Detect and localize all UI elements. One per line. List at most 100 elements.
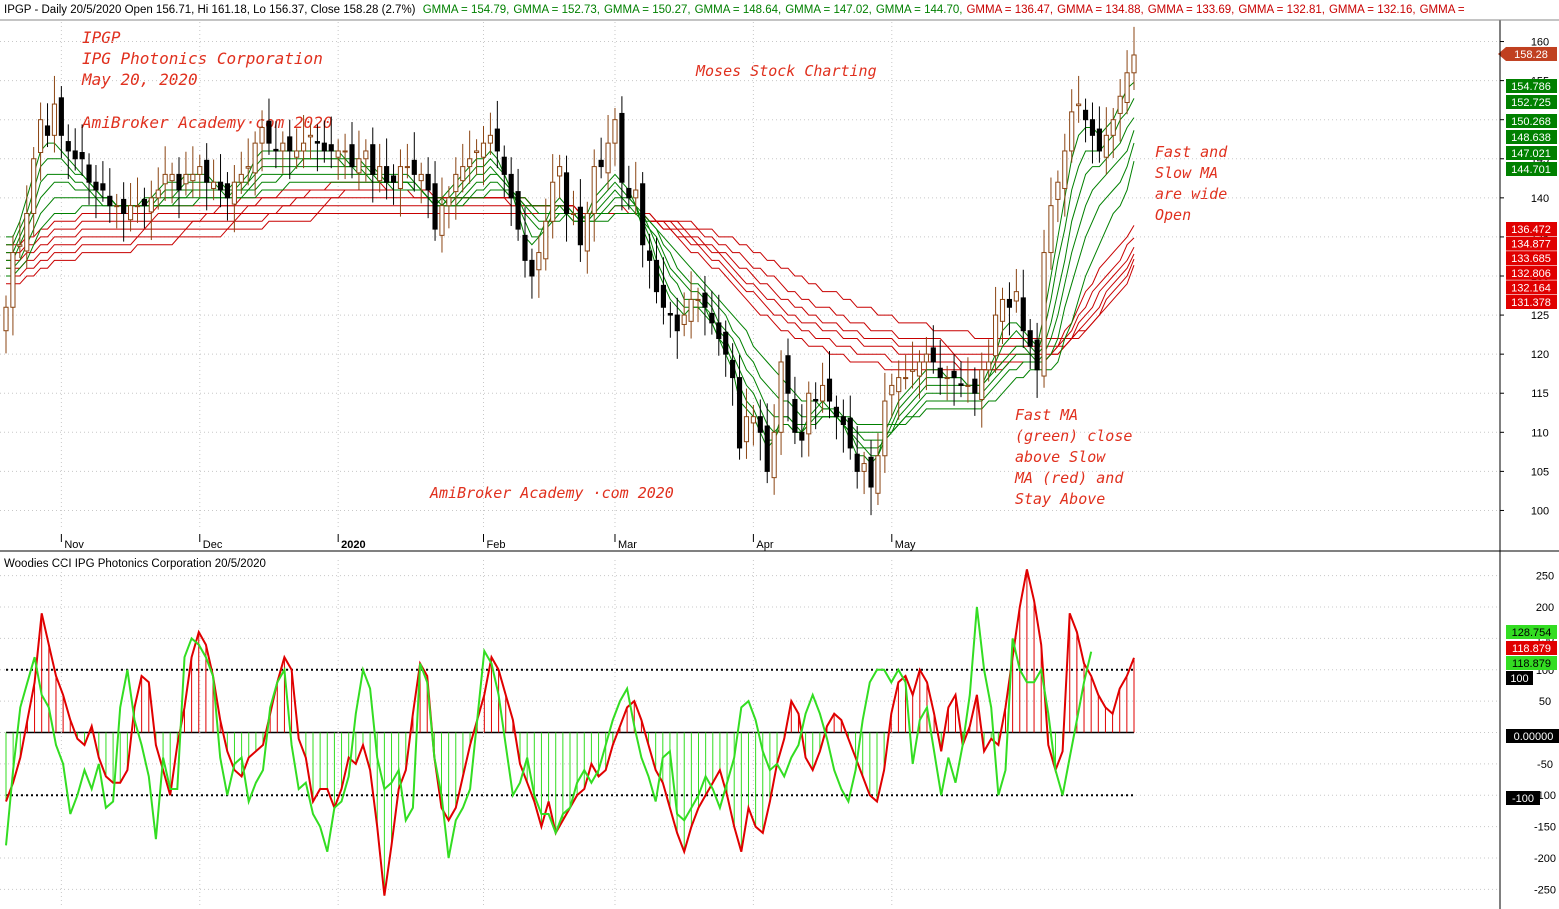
cci-tag-5: -100 <box>1506 791 1540 805</box>
candle-body <box>1055 181 1061 200</box>
candle-body <box>716 322 722 340</box>
candle-body <box>674 314 680 332</box>
annotation-site-bottom: AmiBroker Academy ·com 2020 <box>429 484 674 502</box>
candle-body <box>681 314 687 325</box>
month-axis: Nov Dec 2020 Feb Mar Apr May <box>60 534 916 551</box>
fast-ma-tag-5-label: 144.701 <box>1511 164 1551 176</box>
cci-tick-label: 200 <box>1536 602 1554 614</box>
candle-body <box>695 298 701 301</box>
fast-ma-tag-4-label: 147.021 <box>1511 148 1551 160</box>
price-tick-label: 115 <box>1531 388 1549 400</box>
candle-body <box>107 195 113 207</box>
candle-body <box>259 127 265 144</box>
gmma-value-6: GMMA = 136.47, <box>966 4 1053 16</box>
price-tick-label: 125 <box>1531 310 1549 322</box>
candle-body <box>764 425 770 472</box>
cci-histogram <box>5 569 1135 896</box>
candle-body <box>487 134 493 144</box>
candle-body <box>757 416 763 433</box>
annotation-fast-slow-line-1: Fast and <box>1155 143 1228 161</box>
month-label: Nov <box>64 539 84 551</box>
candle-body <box>647 250 653 261</box>
candle-body <box>612 119 618 144</box>
candle-body <box>743 416 750 443</box>
fast-ma-line-4 <box>6 142 1135 433</box>
price-tick-label: 120 <box>1531 349 1549 361</box>
month-label: 2020 <box>341 539 365 551</box>
cci-tag-label: 118.879 <box>1512 658 1551 670</box>
fast-ma-tag-3-label: 148.638 <box>1511 132 1551 144</box>
gmma-value-7: GMMA = 134.88, <box>1057 4 1144 16</box>
candle-body <box>328 144 334 152</box>
candle-body <box>930 347 936 363</box>
candle-body <box>1082 109 1089 121</box>
slow-ma-tag-5-box <box>1506 295 1557 309</box>
candle-body <box>965 384 971 387</box>
slow-ma-tag-3-box <box>1506 265 1557 280</box>
slow-ma-tag-3-label: 132.806 <box>1511 268 1551 280</box>
gmma-value-4: GMMA = 147.02, <box>785 4 872 16</box>
candle-body <box>439 205 445 236</box>
month-label: Mar <box>618 539 637 551</box>
candle-body <box>619 112 625 183</box>
candle-body <box>937 367 943 379</box>
candle-body <box>79 152 85 160</box>
cci-tag-label: 0.00000 <box>1514 731 1554 743</box>
fast-ma-tag-5-box <box>1506 162 1557 176</box>
fast-ma-tag-0: 154.786 <box>1506 79 1557 93</box>
candle-body <box>44 125 51 136</box>
candle-body <box>792 398 798 433</box>
candle-body <box>799 431 805 441</box>
candle-body <box>370 144 376 175</box>
candle-body <box>605 142 611 174</box>
annotation-site-top: AmiBroker Academy·com 2020 <box>81 113 332 132</box>
candle-body <box>432 183 438 230</box>
annotation-moses: Moses Stock Charting <box>695 62 877 80</box>
gmma-value-8: GMMA = 133.69, <box>1148 4 1235 16</box>
gmma-value-10: GMMA = 132.16, <box>1329 4 1416 16</box>
candle-body <box>24 212 30 252</box>
cci-tag-label: 128.754 <box>1512 627 1552 639</box>
cci-lines <box>5 569 1135 896</box>
gmma-value-9: GMMA = 132.81, <box>1238 4 1325 16</box>
price-tick-label: 100 <box>1531 505 1549 517</box>
candle-body <box>307 134 314 138</box>
price-header: IPGP - Daily 20/5/2020 Open 156.71, Hi 1… <box>4 4 1465 16</box>
candle-body <box>217 181 224 191</box>
candle-body <box>245 166 251 169</box>
candles <box>3 26 1137 516</box>
candle-body <box>121 198 127 214</box>
candle-body <box>1062 150 1068 189</box>
candle-body <box>65 141 71 152</box>
candle-body <box>709 313 715 324</box>
cci-tag-3: 100 <box>1506 671 1533 685</box>
candle-body <box>688 298 694 322</box>
candle-body <box>702 292 708 308</box>
candle-body <box>667 313 673 316</box>
candle-body <box>411 159 417 175</box>
slow-ma-tag-0: 136.472 <box>1506 222 1557 236</box>
candle-body <box>522 234 528 261</box>
cci-tick-label: -250 <box>1534 884 1556 896</box>
candle-body <box>211 181 217 189</box>
slow-ma-lines <box>6 181 1135 371</box>
candle-body <box>1124 72 1130 103</box>
candle-body <box>529 259 535 277</box>
candle-body <box>833 406 840 418</box>
candle-body <box>1048 205 1054 254</box>
candle-body <box>418 173 424 182</box>
candle-body <box>141 198 147 207</box>
slow-ma-tag-1: 134.877 <box>1506 236 1557 251</box>
candle-body <box>840 416 846 425</box>
annotation-fast-ma-line-5: Stay Above <box>1015 490 1105 508</box>
candle-body <box>266 120 272 144</box>
cci-tag-label: -100 <box>1512 793 1534 805</box>
candle-body <box>557 166 563 177</box>
candle-body <box>342 150 348 153</box>
candle-body <box>1117 95 1123 114</box>
candle-body <box>1020 297 1026 332</box>
candle-body <box>847 417 853 449</box>
cci-tag-box <box>1506 729 1559 743</box>
candle-body <box>453 173 459 193</box>
